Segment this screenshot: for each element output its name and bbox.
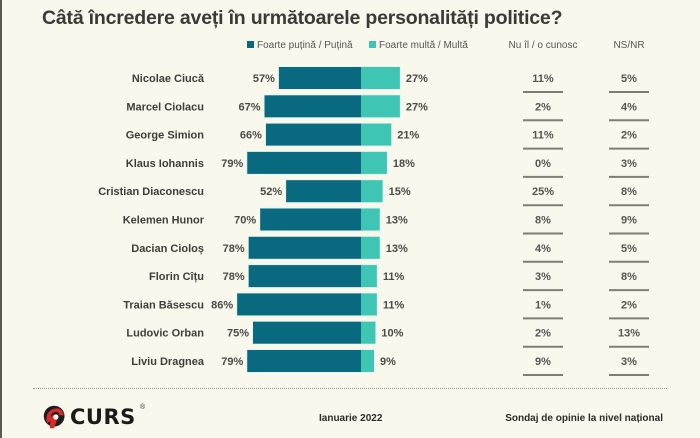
- table-value-nsnr: 9%: [621, 215, 637, 227]
- data-label-high-trust: 27%: [406, 101, 428, 113]
- data-label-low-trust: 86%: [211, 299, 233, 311]
- data-label-low-trust: 66%: [240, 130, 262, 142]
- bar-high-trust: [361, 265, 377, 288]
- bar-low-trust: [278, 67, 361, 89]
- curs-logo-icon: [43, 405, 65, 429]
- category-label: Liviu Dragnea: [131, 356, 205, 368]
- category-label: Cristian Diaconescu: [98, 186, 204, 198]
- data-label-low-trust: 79%: [221, 158, 243, 170]
- table-value-unknown: 4%: [535, 243, 551, 255]
- legend-swatch-low-trust: [247, 41, 254, 48]
- category-label: Kelemen Hunor: [123, 215, 205, 227]
- table-value-nsnr: 2%: [621, 130, 637, 142]
- data-label-low-trust: 70%: [234, 215, 256, 227]
- table-value-unknown: 2%: [535, 101, 551, 113]
- data-label-high-trust: 27%: [406, 73, 428, 85]
- data-label-high-trust: 9%: [380, 356, 396, 368]
- bar-high-trust: [361, 208, 380, 231]
- bar-high-trust: [361, 350, 374, 372]
- table-value-unknown: 2%: [535, 328, 551, 340]
- survey-description: Sondaj de opinie la nivel național: [505, 413, 663, 424]
- chart-title: Câtă încredere aveți în următoarele pers…: [42, 7, 563, 29]
- data-label-low-trust: 78%: [223, 243, 245, 255]
- table-value-unknown: 0%: [535, 158, 551, 170]
- bar-low-trust: [260, 208, 361, 231]
- data-label-high-trust: 21%: [397, 130, 419, 142]
- bar-high-trust: [361, 95, 400, 118]
- bar-low-trust: [265, 123, 361, 146]
- table-value-nsnr: 8%: [621, 186, 637, 198]
- bar-high-trust: [361, 321, 376, 344]
- data-label-high-trust: 11%: [383, 271, 405, 283]
- table-value-nsnr: 5%: [621, 73, 637, 85]
- category-label: Ludovic Orban: [126, 328, 204, 340]
- frame-border: [0, 0, 2, 438]
- table-value-nsnr: 3%: [621, 158, 637, 170]
- data-label-low-trust: 75%: [227, 328, 249, 340]
- bar-low-trust: [253, 321, 361, 344]
- survey-date: Ianuarie 2022: [319, 413, 383, 424]
- data-label-low-trust: 52%: [260, 186, 282, 198]
- category-label: Dacian Cioloș: [131, 243, 204, 255]
- legend-label-high-trust: Foarte multă / Multă: [379, 40, 468, 51]
- bar-low-trust: [247, 151, 361, 174]
- data-label-low-trust: 67%: [238, 101, 260, 113]
- data-label-high-trust: 18%: [393, 158, 415, 170]
- footer-divider: [33, 388, 667, 389]
- bar-low-trust: [247, 350, 361, 372]
- category-label: Nicolae Ciucă: [132, 73, 205, 85]
- bar-high-trust: [361, 236, 380, 259]
- registered-mark: ®: [140, 404, 146, 411]
- bar-high-trust: [361, 293, 377, 316]
- table-value-nsnr: 13%: [618, 328, 640, 340]
- chart-area: Nicolae Ciucă 57% 27% 11% 5% Marcel Ciolacu 67…: [98, 66, 649, 376]
- data-label-low-trust: 78%: [223, 271, 245, 283]
- data-label-high-trust: 13%: [386, 215, 408, 227]
- column-header-unknown: Nu îl / o cunosc: [508, 40, 578, 51]
- data-label-low-trust: 57%: [253, 73, 275, 85]
- table-value-unknown: 1%: [535, 299, 551, 311]
- bar-low-trust: [264, 95, 361, 118]
- data-label-high-trust: 10%: [381, 328, 403, 340]
- legend-item-low-trust: Foarte puțină / Puțină: [247, 40, 353, 51]
- category-label: Marcel Ciolacu: [126, 101, 204, 113]
- bar-high-trust: [361, 151, 387, 174]
- category-label: Klaus Iohannis: [126, 158, 204, 170]
- legend-item-high-trust: Foarte multă / Multă: [369, 40, 468, 51]
- table-value-nsnr: 8%: [621, 271, 637, 283]
- table-value-unknown: 8%: [535, 215, 551, 227]
- legend-swatch-high-trust: [369, 41, 376, 48]
- table-value-nsnr: 4%: [621, 101, 637, 113]
- bar-high-trust: [361, 180, 383, 203]
- legend-label-low-trust: Foarte puțină / Puțină: [257, 40, 353, 51]
- bar-low-trust: [248, 236, 361, 259]
- column-header-nsnr: NS/NR: [613, 40, 645, 51]
- data-label-low-trust: 79%: [221, 356, 243, 368]
- data-label-high-trust: 11%: [383, 299, 405, 311]
- table-value-nsnr: 5%: [621, 243, 637, 255]
- data-label-high-trust: 13%: [386, 243, 408, 255]
- category-label: George Simion: [126, 130, 205, 142]
- bar-low-trust: [248, 265, 361, 288]
- bar-low-trust: [237, 293, 361, 316]
- bar-high-trust: [361, 67, 400, 89]
- bar-high-trust: [361, 123, 392, 146]
- table-value-unknown: 25%: [532, 186, 554, 198]
- category-label: Florin Cîțu: [149, 271, 204, 283]
- table-value-unknown: 3%: [535, 271, 551, 283]
- data-label-high-trust: 15%: [389, 186, 411, 198]
- table-value-nsnr: 2%: [621, 299, 637, 311]
- table-value-unknown: 11%: [532, 130, 554, 142]
- category-label: Traian Băsescu: [123, 299, 204, 311]
- table-value-nsnr: 3%: [621, 356, 637, 368]
- table-value-unknown: 9%: [535, 356, 551, 368]
- bar-low-trust: [286, 180, 361, 203]
- brand-name: CURS: [70, 405, 136, 429]
- table-value-unknown: 11%: [532, 73, 554, 85]
